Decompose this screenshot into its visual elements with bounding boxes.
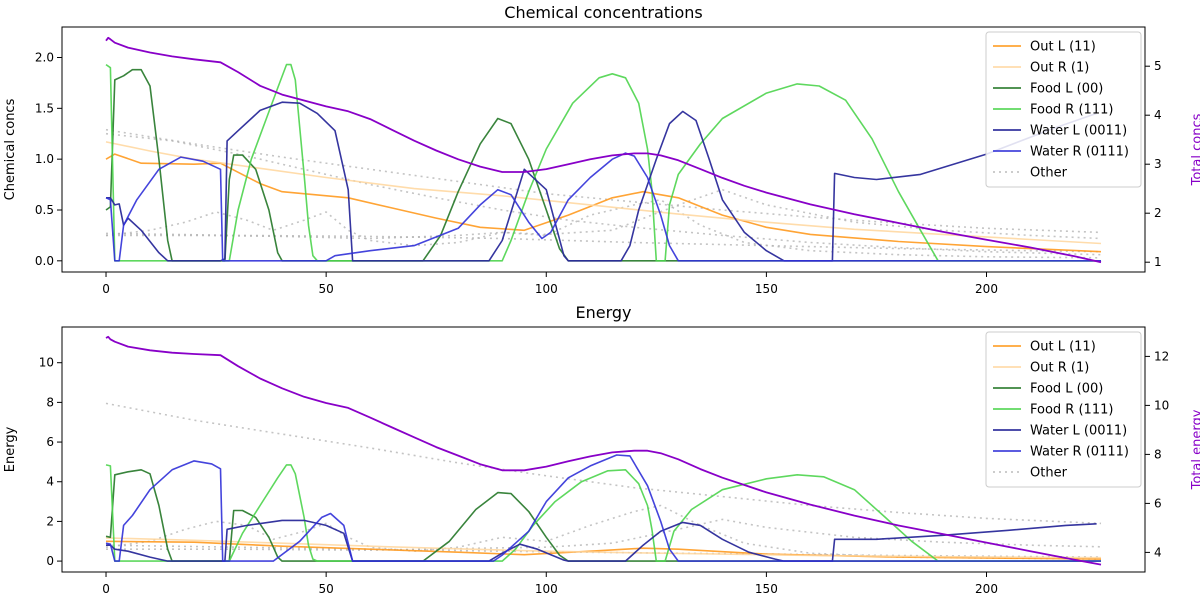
total-line xyxy=(105,36,1102,264)
y2-axis-label: Total concs xyxy=(1190,113,1200,186)
y2-tick-label: 12 xyxy=(1154,349,1169,363)
legend-label: Out L (11) xyxy=(1030,340,1096,355)
legend-label: Out R (1) xyxy=(1030,61,1089,76)
y-tick-label: 4 xyxy=(46,475,54,489)
x-tick-label: 150 xyxy=(755,282,778,296)
legend-label: Food L (00) xyxy=(1030,382,1103,397)
y-tick-label: 2.0 xyxy=(35,50,54,64)
x-tick-label: 50 xyxy=(319,582,334,596)
x-tick-label: 150 xyxy=(755,582,778,596)
legend-label: Water L (0011) xyxy=(1030,124,1127,139)
legend-label: Out L (11) xyxy=(1030,40,1096,55)
y2-tick-label: 3 xyxy=(1154,157,1162,171)
chart-title: Energy xyxy=(575,303,631,322)
plot-area xyxy=(105,36,1102,264)
chart-title: Chemical concentrations xyxy=(504,3,702,22)
y2-tick-label: 8 xyxy=(1154,447,1162,461)
total-line xyxy=(105,335,1102,566)
plot-area xyxy=(105,335,1102,566)
chart-panel-1: Chemical concentrations Chemical concs Tot… xyxy=(3,3,1200,296)
plot-frame xyxy=(61,326,1146,573)
series-line-other xyxy=(105,402,1102,525)
y-tick-label: 2 xyxy=(46,514,54,528)
y-axis-label: Chemical concs xyxy=(3,98,18,200)
legend-label: Out R (1) xyxy=(1030,361,1089,376)
legend-label: Other xyxy=(1030,166,1068,181)
series-line-food-r-111 xyxy=(105,464,1101,562)
y-axis-label: Energy xyxy=(3,426,18,472)
series-line-other xyxy=(105,128,1102,234)
y2-tick-label: 4 xyxy=(1154,545,1162,559)
y-tick-label: 8 xyxy=(46,395,54,409)
y2-tick-label: 5 xyxy=(1154,59,1162,73)
series-line-out-r-1 xyxy=(105,537,1102,559)
x-tick-label: 200 xyxy=(975,582,998,596)
y-tick-label: 0 xyxy=(46,554,54,568)
series-line-food-l-00 xyxy=(105,68,1101,262)
series-line-water-r-0111 xyxy=(105,454,1101,562)
y-tick-label: 0.0 xyxy=(35,254,54,268)
series-line-other xyxy=(105,199,1102,259)
x-tick-label: 100 xyxy=(535,582,558,596)
y-tick-label: 10 xyxy=(39,356,54,370)
legend-label: Water L (0011) xyxy=(1030,424,1127,439)
y2-tick-label: 2 xyxy=(1154,206,1162,220)
x-tick-label: 200 xyxy=(975,282,998,296)
x-tick-label: 50 xyxy=(319,282,334,296)
legend-box xyxy=(985,31,1142,188)
series-line-water-r-0111 xyxy=(105,152,1101,262)
legend: Out L (11) Out R (1) Food L (00) Food R (11… xyxy=(985,31,1142,188)
legend-label: Food L (00) xyxy=(1030,82,1103,97)
x-tick-label: 0 xyxy=(102,582,110,596)
plot-frame xyxy=(61,26,1146,273)
y2-tick-label: 4 xyxy=(1154,108,1162,122)
series-line-other xyxy=(105,132,1102,256)
series-line-out-r-1 xyxy=(105,141,1102,245)
y-tick-label: 0.5 xyxy=(35,203,54,217)
legend-label: Other xyxy=(1030,466,1068,481)
y-tick-label: 1.5 xyxy=(35,101,54,115)
series-line-other xyxy=(106,188,1102,240)
series-line-other xyxy=(106,518,1102,551)
legend-label: Food R (111) xyxy=(1030,403,1113,418)
legend-label: Water R (0111) xyxy=(1030,445,1129,460)
y2-tick-label: 10 xyxy=(1154,398,1169,412)
series-line-water-l-0011 xyxy=(106,519,1097,562)
y-tick-label: 6 xyxy=(46,435,54,449)
series-line-food-l-00 xyxy=(105,469,1101,562)
y2-axis-label: Total energy xyxy=(1190,409,1200,490)
series-line-other xyxy=(105,232,1102,253)
y2-tick-label: 6 xyxy=(1154,496,1162,510)
y-tick-label: 1.0 xyxy=(35,152,54,166)
x-tick-label: 100 xyxy=(535,282,558,296)
legend-label: Water R (0111) xyxy=(1030,145,1129,160)
legend-box xyxy=(985,331,1142,488)
legend: Out L (11) Out R (1) Food L (00) Food R (11… xyxy=(985,331,1142,488)
series-line-food-r-111 xyxy=(105,63,1101,262)
y2-tick-label: 1 xyxy=(1154,255,1162,269)
legend-label: Food R (111) xyxy=(1030,103,1113,118)
x-tick-label: 0 xyxy=(102,282,110,296)
chart-panel-2: Energy Energy Total energy 0 50 100 150 200 0 2 4 6… xyxy=(3,303,1200,596)
